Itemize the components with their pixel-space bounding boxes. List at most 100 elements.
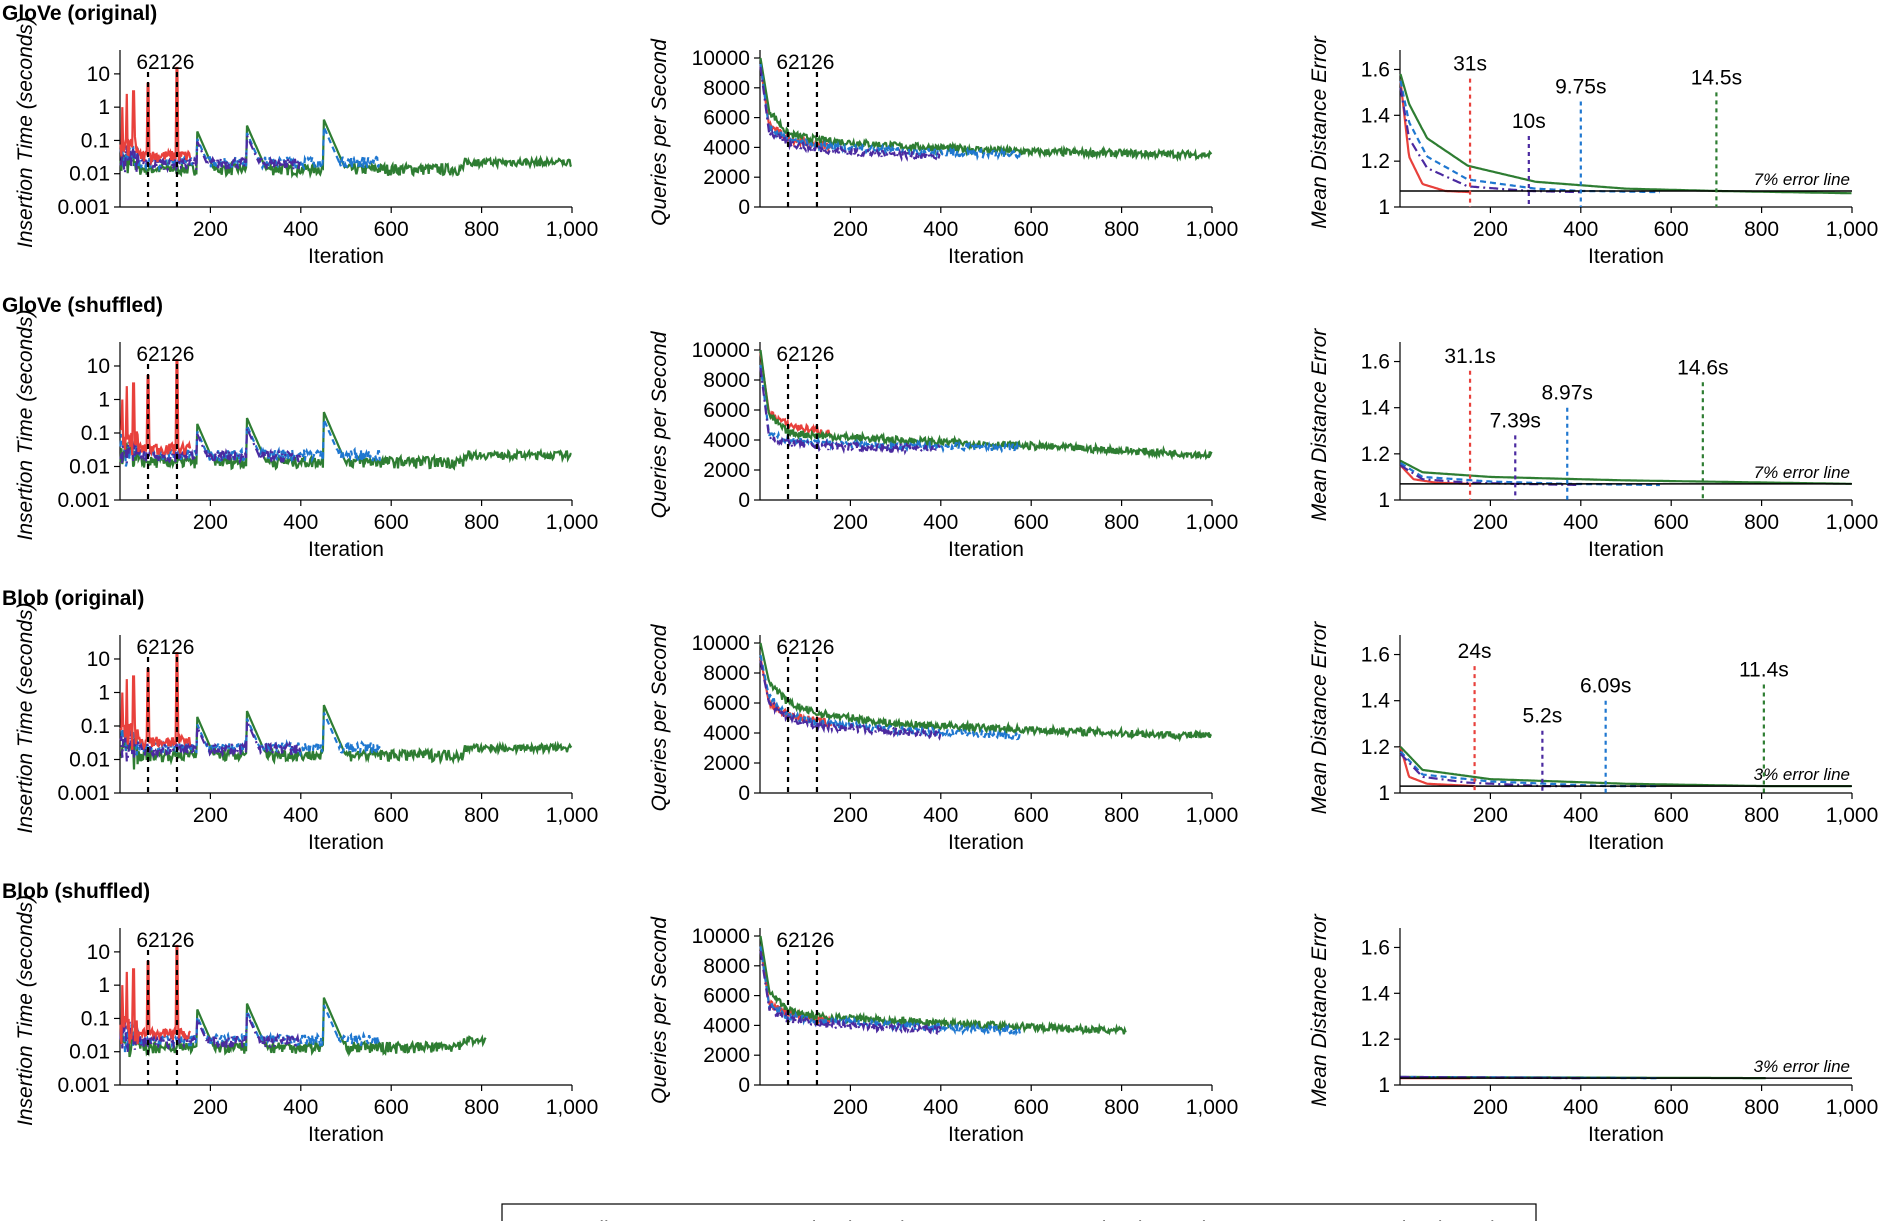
series-line xyxy=(1400,459,1852,485)
y-tick-label: 1 xyxy=(1378,782,1390,805)
y-tick-label: 0 xyxy=(738,196,750,219)
time-marker-label: 14.5s xyxy=(1691,66,1742,89)
chart-panel: 0 2000 4000 6000 8000 10000 200 400 600 800 1,000 I… xyxy=(648,623,1238,854)
y-tick-label: 1.6 xyxy=(1361,644,1390,667)
y-tick-label: 1.6 xyxy=(1361,351,1390,374)
x-axis-label: Iteration xyxy=(948,245,1024,268)
y-axis-label: Queries per Second xyxy=(648,38,671,226)
x-axis-label: Iteration xyxy=(1588,831,1664,854)
y-tick-label: 10 xyxy=(87,941,110,964)
chart-panel: 1 1.2 1.4 1.6 200 400 600 800 1,000 Iteration Mean… xyxy=(1308,328,1878,561)
x-tick-label: 600 xyxy=(1654,511,1689,534)
chart-panel: 0.001 0.01 0.1 1 10 200 400 600 800 1,000 Iteratio… xyxy=(14,310,598,561)
row-title: GloVe (shuffled) xyxy=(2,294,163,317)
legend-label: progressive (τ=0.5) xyxy=(1320,1218,1498,1221)
series-line xyxy=(759,657,833,729)
y-tick-label: 0.01 xyxy=(69,748,110,771)
iteration-marker-label: 62 xyxy=(776,51,799,74)
y-axis-label: Mean Distance Error xyxy=(1308,621,1331,815)
y-tick-label: 0.1 xyxy=(81,715,110,738)
y-axis-label: Insertion Time (seconds) xyxy=(14,17,37,248)
x-axis-label: Iteration xyxy=(308,245,384,268)
x-tick-label: 800 xyxy=(1104,1096,1139,1119)
chart-panel: 0.001 0.01 0.1 1 10 200 400 600 800 1,000 Iteratio… xyxy=(14,603,598,854)
x-axis-label: Iteration xyxy=(1588,245,1664,268)
y-tick-label: 1.2 xyxy=(1361,150,1390,173)
y-tick-label: 2000 xyxy=(703,459,750,482)
x-axis-label: Iteration xyxy=(1588,538,1664,561)
series-line xyxy=(119,66,192,167)
y-tick-label: 1.4 xyxy=(1361,690,1391,713)
legend-box xyxy=(501,1203,1537,1221)
error-line-label: 7% error line xyxy=(1754,170,1850,189)
x-tick-label: 200 xyxy=(1473,1096,1508,1119)
x-tick-label: 400 xyxy=(283,511,318,534)
series-line xyxy=(119,704,573,770)
x-tick-label: 800 xyxy=(1104,218,1139,241)
series-line xyxy=(759,935,1127,1036)
series-line xyxy=(1399,73,1852,195)
x-axis-label: Iteration xyxy=(948,1123,1024,1146)
x-tick-label: 1,000 xyxy=(1186,218,1239,241)
y-tick-label: 2000 xyxy=(703,166,750,189)
time-marker-label: 8.97s xyxy=(1542,382,1593,405)
y-tick-label: 0.1 xyxy=(81,1007,110,1030)
error-line-label: 7% error line xyxy=(1754,463,1850,482)
iteration-marker-label: 62 xyxy=(776,929,799,952)
y-tick-label: 1 xyxy=(1378,1074,1390,1097)
time-marker-label: 10s xyxy=(1512,110,1546,133)
x-tick-label: 400 xyxy=(923,804,958,827)
y-tick-label: 10 xyxy=(87,355,110,378)
x-tick-label: 200 xyxy=(193,1096,228,1119)
time-marker-label: 11.4s xyxy=(1739,659,1789,682)
y-tick-label: 0 xyxy=(738,1074,750,1097)
x-tick-label: 600 xyxy=(1654,1096,1689,1119)
series-line xyxy=(1399,87,1581,194)
iteration-marker-label: 126 xyxy=(159,51,194,74)
series-line xyxy=(759,642,1212,743)
time-marker-label: 31.1s xyxy=(1444,345,1495,368)
y-tick-label: 0.001 xyxy=(57,782,110,805)
x-tick-label: 200 xyxy=(833,218,868,241)
series-line xyxy=(1399,80,1660,194)
x-tick-label: 600 xyxy=(374,218,409,241)
x-tick-label: 200 xyxy=(193,511,228,534)
y-tick-label: 10000 xyxy=(692,47,750,70)
x-tick-label: 1,000 xyxy=(546,511,599,534)
x-tick-label: 200 xyxy=(1473,218,1508,241)
x-tick-label: 800 xyxy=(464,1096,499,1119)
y-tick-label: 0 xyxy=(738,782,750,805)
y-tick-label: 6000 xyxy=(703,985,750,1008)
iteration-marker-label: 126 xyxy=(799,929,834,952)
y-tick-label: 10 xyxy=(87,63,110,86)
x-axis-label: Iteration xyxy=(308,831,384,854)
x-axis-label: Iteration xyxy=(948,831,1024,854)
iteration-marker-label: 62 xyxy=(136,636,159,659)
y-tick-label: 1.4 xyxy=(1361,397,1391,420)
iteration-marker-label: 62 xyxy=(776,636,799,659)
iteration-marker-label: 126 xyxy=(159,636,194,659)
chart-panel: 0 2000 4000 6000 8000 10000 200 400 600 800 1,000 I… xyxy=(648,330,1238,561)
x-axis-label: Iteration xyxy=(308,538,384,561)
series-line xyxy=(759,654,1021,741)
time-marker-label: 31s xyxy=(1453,53,1487,76)
x-tick-label: 1,000 xyxy=(546,1096,599,1119)
x-tick-label: 1,000 xyxy=(1826,1096,1879,1119)
series-line xyxy=(119,359,192,458)
error-line-label: 3% error line xyxy=(1754,1057,1850,1076)
y-tick-label: 2000 xyxy=(703,752,750,775)
y-tick-label: 4000 xyxy=(703,1014,750,1037)
y-tick-label: 10 xyxy=(87,648,110,671)
x-tick-label: 800 xyxy=(1744,511,1779,534)
x-tick-label: 600 xyxy=(374,804,409,827)
series-line xyxy=(1399,80,1471,194)
x-tick-label: 400 xyxy=(283,218,318,241)
y-tick-label: 1.4 xyxy=(1361,982,1391,1005)
iteration-marker-label: 126 xyxy=(799,51,834,74)
x-tick-label: 600 xyxy=(374,1096,409,1119)
x-tick-label: 200 xyxy=(193,218,228,241)
y-tick-label: 1 xyxy=(98,388,110,411)
x-axis-label: Iteration xyxy=(948,538,1024,561)
